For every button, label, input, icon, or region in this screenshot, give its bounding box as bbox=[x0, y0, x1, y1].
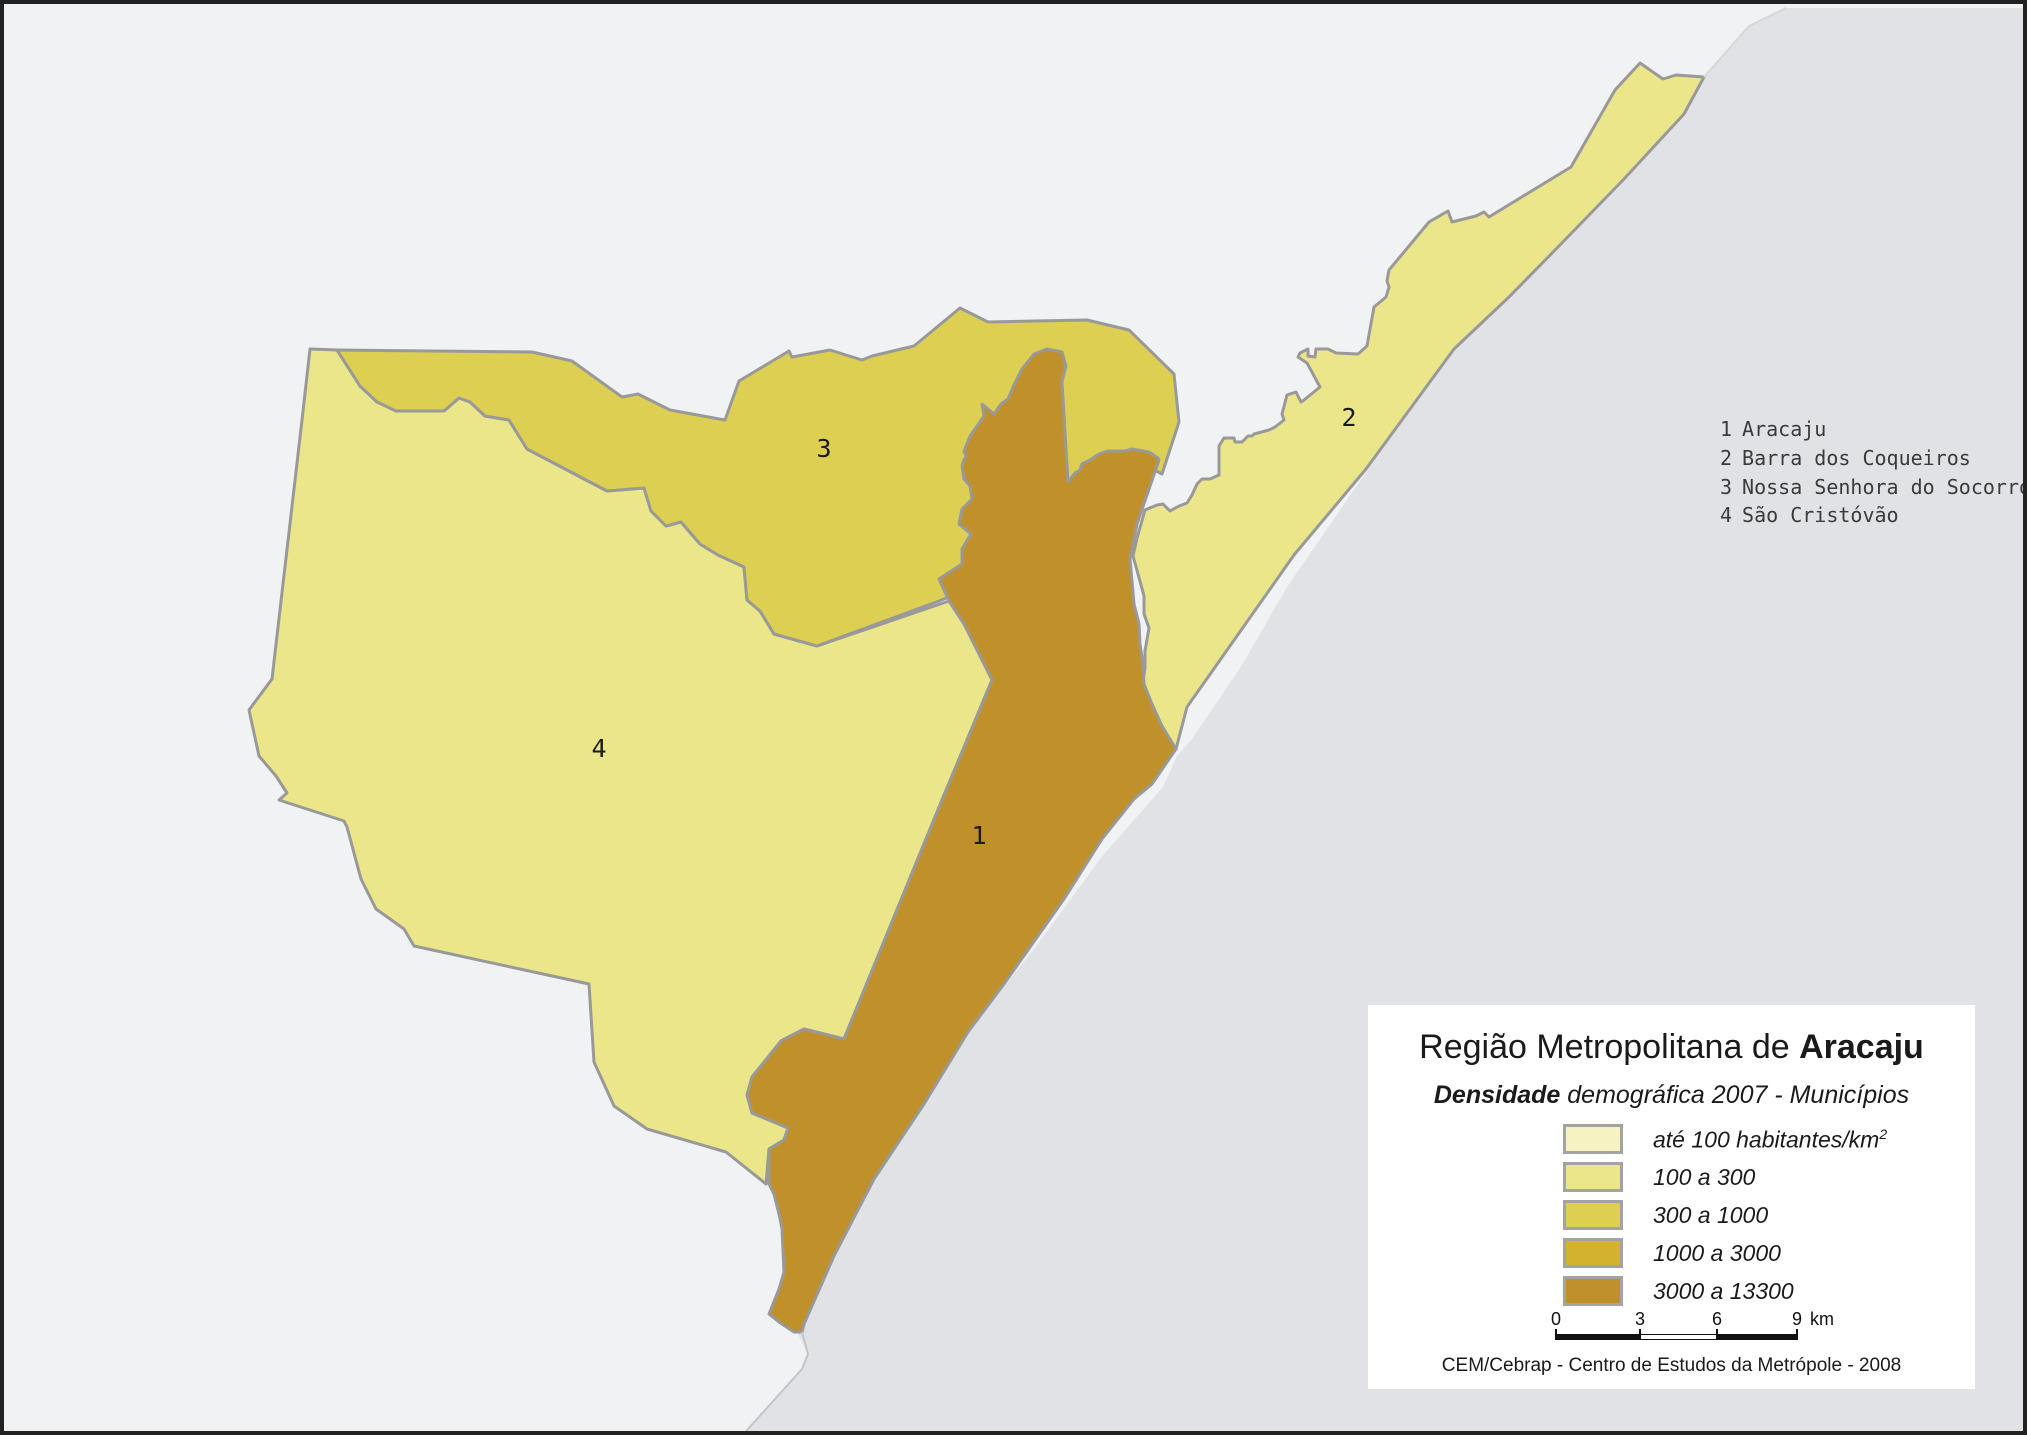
legend-class-row: 300 a 1000 bbox=[1563, 1200, 1963, 1234]
legend-class-label: 3000 a 13300 bbox=[1653, 1278, 1794, 1304]
key-number-2: 2 bbox=[1720, 446, 1732, 470]
key-number-1: 1 bbox=[1720, 417, 1732, 441]
legend-class-label: 1000 a 3000 bbox=[1653, 1240, 1781, 1266]
map-subtitle-emphasis: Densidade bbox=[1433, 1081, 1561, 1109]
legend-panel: Região Metropolitana de Aracaju Densidad… bbox=[1368, 1005, 1975, 1389]
key-name-2: Barra dos Coqueiros bbox=[1742, 446, 1971, 470]
coastline-north bbox=[1703, 7, 1787, 78]
key-number-4: 4 bbox=[1720, 503, 1732, 527]
key-name-3: Nossa Senhora do Socorro bbox=[1742, 475, 2027, 499]
scale-bar: 0 3 6 9 km bbox=[1551, 1309, 1834, 1340]
legend-swatch bbox=[1563, 1162, 1623, 1192]
map-title-emphasis: Aracaju bbox=[1799, 1028, 1924, 1066]
legend-class-row: 1000 a 3000 bbox=[1563, 1238, 1963, 1272]
key-name-4: São Cristóvão bbox=[1742, 503, 1899, 527]
map-title: Região Metropolitana de Aracaju bbox=[1368, 1028, 1975, 1067]
municipality-number-3: 3 bbox=[816, 434, 831, 463]
key-name-1: Aracaju bbox=[1742, 417, 1826, 441]
key-number-3: 3 bbox=[1720, 475, 1732, 499]
legend-class-label: 300 a 1000 bbox=[1653, 1202, 1769, 1228]
legend-swatch bbox=[1563, 1124, 1623, 1154]
map-subtitle-rest: demográfica 2007 - Municípios bbox=[1560, 1081, 1910, 1109]
scale-tick-9: 9 bbox=[1792, 1309, 1802, 1329]
scale-tick-6: 6 bbox=[1712, 1309, 1722, 1329]
municipality-number-2: 2 bbox=[1341, 403, 1356, 432]
legend-class-row: até 100 habitantes/km2 bbox=[1563, 1124, 1963, 1158]
municipality-shape-1 bbox=[745, 347, 1178, 1334]
municipality-number-1: 1 bbox=[971, 821, 986, 850]
municipality-number-4: 4 bbox=[591, 734, 606, 763]
legend-swatch bbox=[1563, 1238, 1623, 1268]
legend-class-label: 100 a 300 bbox=[1653, 1164, 1756, 1190]
legend-swatch bbox=[1563, 1200, 1623, 1230]
legend-swatch bbox=[1563, 1276, 1623, 1306]
scale-tick-3: 3 bbox=[1635, 1309, 1645, 1329]
map-title-prefix: Região Metropolitana de bbox=[1419, 1028, 1800, 1066]
scale-tick-0: 0 bbox=[1551, 1309, 1561, 1329]
legend-class-row: 3000 a 13300 bbox=[1563, 1276, 1963, 1310]
legend-class-row: 100 a 300 bbox=[1563, 1162, 1963, 1196]
coastline-south bbox=[744, 1331, 810, 1431]
map-subtitle: Densidade demográfica 2007 - Municípios bbox=[1368, 1081, 1975, 1110]
legend-class-label: até 100 habitantes/km2 bbox=[1653, 1126, 1888, 1153]
scale-unit: km bbox=[1810, 1309, 1834, 1329]
municipality-key: 1 Aracaju 2 Barra dos Coqueiros 3 Nossa Sen… bbox=[1720, 417, 2027, 527]
source-credit: CEM/Cebrap - Centro de Estudos da Metróp… bbox=[1441, 1355, 1902, 1376]
